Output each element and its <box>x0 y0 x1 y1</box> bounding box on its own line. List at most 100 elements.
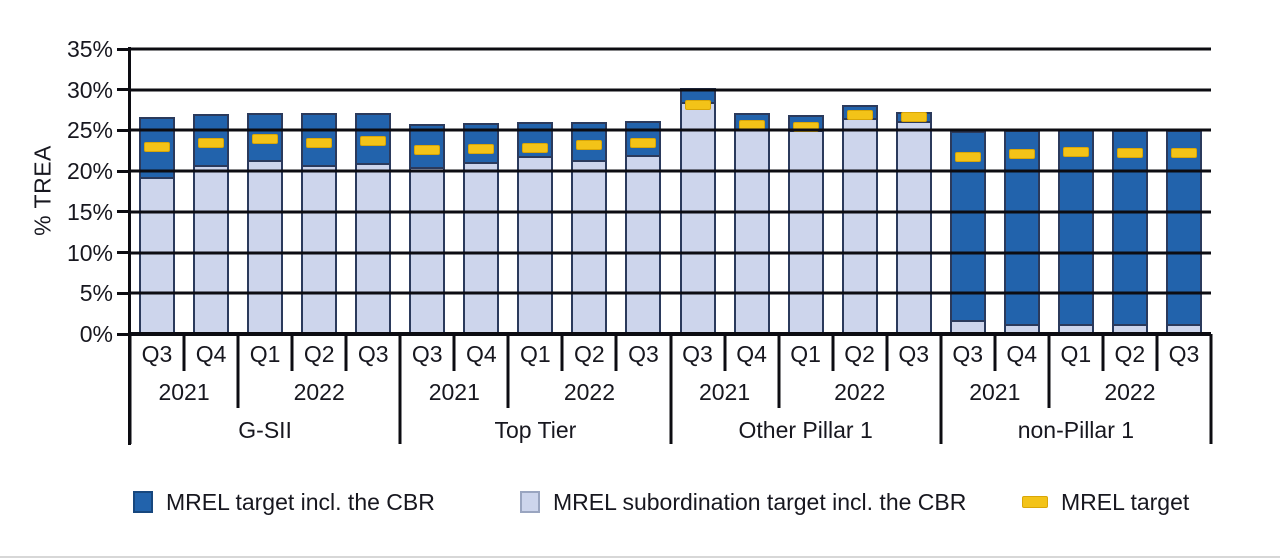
y-tick-label: 35% <box>66 36 113 62</box>
quarter-label: Q3 <box>411 341 443 367</box>
mrel-target-marker <box>954 151 981 162</box>
year-label: 2022 <box>563 379 615 405</box>
quarter-label: Q3 <box>628 341 659 367</box>
legend-item: MREL target incl. the CBR <box>133 486 435 518</box>
bar-slot <box>562 49 616 334</box>
year-label: 2022 <box>293 379 345 405</box>
mrel-target-marker <box>684 100 711 111</box>
quarter-separator <box>993 334 997 371</box>
mrel-target-marker <box>630 137 657 148</box>
bar-slot <box>454 49 508 334</box>
y-tick-label: 10% <box>66 239 113 266</box>
gridline-5% <box>130 291 1211 295</box>
stacked-bar <box>247 112 284 334</box>
quarter-label: Q1 <box>520 341 551 367</box>
y-tick <box>117 332 130 336</box>
stacked-bar <box>841 105 878 334</box>
legend-item: MREL target <box>1022 486 1189 518</box>
quarter-label: Q4 <box>1006 341 1038 367</box>
year-label: 2022 <box>834 379 886 405</box>
stacked-bar <box>1111 129 1148 334</box>
quarter-separator <box>1155 334 1159 371</box>
mrel-target-marker <box>1008 149 1035 160</box>
y-tick-label: 20% <box>66 158 113 185</box>
quarter-label: Q4 <box>465 341 497 367</box>
y-tick <box>117 251 130 255</box>
stacked-bar <box>949 131 986 334</box>
gridline-20% <box>130 169 1211 173</box>
y-tick <box>117 128 130 132</box>
quarter-separator <box>344 334 348 371</box>
mrel-target-marker <box>468 144 495 155</box>
bar-slot <box>400 49 454 334</box>
stacked-bar <box>733 112 770 334</box>
stacked-bar <box>355 112 392 334</box>
stacked-bar <box>571 122 608 334</box>
mrel-target-marker <box>900 112 927 123</box>
quarter-label: Q1 <box>790 341 821 367</box>
legend-item: MREL subordination target incl. the CBR <box>520 486 966 518</box>
x-axis-line <box>130 332 1211 336</box>
quarter-label: Q4 <box>195 341 227 367</box>
stacked-bar <box>895 111 932 334</box>
quarter-label: Q2 <box>574 341 605 367</box>
group-separator <box>398 334 402 444</box>
bar-slot <box>725 49 779 334</box>
quarter-separator <box>885 334 889 371</box>
mrel-target-marker <box>1116 148 1143 159</box>
y-tick-label: 30% <box>66 76 113 103</box>
group-label: G-SII <box>238 417 292 443</box>
quarter-separator <box>1101 334 1105 371</box>
quarter-separator <box>290 334 294 371</box>
quarter-separator <box>182 334 186 371</box>
year-label: 2022 <box>1104 379 1156 405</box>
year-label: 2021 <box>698 379 751 405</box>
quarter-label: Q3 <box>898 341 930 367</box>
stacked-bar <box>409 123 446 334</box>
stacked-bar <box>787 114 824 334</box>
bar-slot <box>238 49 292 334</box>
segment-mrel-incl-cbr <box>951 133 984 322</box>
y-tick-label: 5% <box>79 280 113 307</box>
group-label: Other Pillar 1 <box>738 417 873 443</box>
quarter-label: Q3 <box>682 341 713 367</box>
segment-mrel-incl-cbr <box>1113 131 1146 326</box>
mrel-target-marker <box>360 136 387 147</box>
bar-group-non-Pillar 1 <box>941 49 1211 334</box>
stacked-bar <box>625 121 662 334</box>
bar-slot <box>184 49 238 334</box>
mrel-target-marker <box>414 144 441 155</box>
y-tick <box>117 210 130 214</box>
quarter-label: Q4 <box>736 341 767 367</box>
quarter-separator <box>831 334 835 371</box>
x-axis-labels: Q3 Q4 Q1 Q2 Q3 Q3 Q4 Q1 Q2 Q3 Q3 Q4 Q1 Q2 Q3 Q3 Q4 Q1 Q2 Q3… <box>128 334 1213 449</box>
quarter-row: Q3 Q4 Q1 Q2 Q3 Q3 Q4 Q1 Q2 Q3 Q3 Q4 Q1 Q2 Q3 Q3 Q4 Q1 Q2 Q3 <box>130 340 1211 368</box>
y-tick <box>117 169 130 173</box>
year-separator <box>777 334 781 408</box>
quarter-separator <box>560 334 564 371</box>
y-axis-line <box>128 47 131 445</box>
quarter-label: Q3 <box>357 341 389 367</box>
mrel-target-marker <box>1062 147 1089 158</box>
stacked-bar <box>1057 128 1094 334</box>
mrel-target-marker <box>306 137 333 148</box>
gridline-25% <box>130 128 1211 132</box>
stacked-bar <box>517 122 554 334</box>
legend-swatch-mrel-target <box>1022 496 1048 508</box>
bar-slot <box>616 49 670 334</box>
gridline-30% <box>130 88 1211 92</box>
group-separator <box>939 334 943 444</box>
quarter-label: Q1 <box>1060 341 1092 367</box>
y-tick <box>117 88 130 92</box>
bar-slot <box>887 49 941 334</box>
bar-slot <box>346 49 400 334</box>
bottom-divider <box>0 556 1280 558</box>
segment-mrel-incl-cbr <box>1059 130 1092 326</box>
mrel-target-marker <box>1170 148 1197 159</box>
quarter-label: Q3 <box>952 341 984 367</box>
mrel-target-marker <box>576 140 603 151</box>
y-axis-title: % TREA <box>29 145 56 236</box>
mrel-target-marker <box>522 142 549 153</box>
year-separator <box>506 334 510 408</box>
plot-area <box>130 47 1211 334</box>
